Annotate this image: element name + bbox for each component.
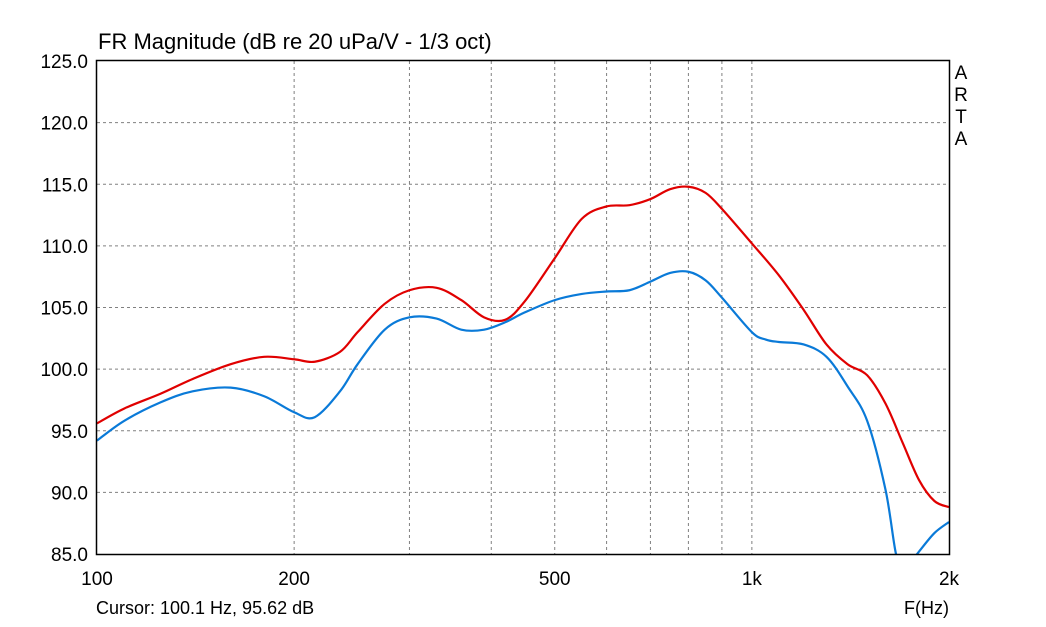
y-tick-label: 115.0 — [42, 175, 88, 196]
plot-frame — [95, 59, 951, 556]
y-axis-ticks: 125.0 120.0 115.0 110.0 105.0 100.0 95.0 90.0 85… — [40, 52, 88, 566]
x-tick-label: 500 — [539, 569, 571, 590]
grid-lines — [97, 61, 949, 554]
x-tick-label: 200 — [278, 569, 310, 590]
y-tick-label: 110.0 — [42, 237, 88, 258]
y-tick-label: 100.0 — [40, 360, 88, 381]
y-tick-label: 105.0 — [40, 299, 88, 320]
brand-letter: T — [955, 107, 967, 128]
brand-letter: A — [955, 129, 968, 150]
y-tick-label: 90.0 — [51, 483, 88, 504]
x-tick-label: 100 — [81, 569, 113, 590]
series-line-blue — [97, 270, 949, 554]
y-tick-label: 95.0 — [51, 422, 88, 443]
x-tick-label: 2k — [939, 569, 960, 590]
brand-letter: A — [955, 63, 968, 84]
x-tick-label: 1k — [742, 569, 763, 590]
y-tick-label: 85.0 — [51, 545, 88, 566]
plot-area — [97, 185, 949, 554]
chart-title: FR Magnitude (dB re 20 uPa/V - 1/3 oct) — [98, 29, 492, 54]
y-tick-label: 120.0 — [40, 114, 88, 135]
x-axis-ticks: 100 200 500 1k 2k — [81, 569, 959, 590]
brand-letter: R — [954, 85, 968, 106]
series-line-red — [97, 185, 949, 509]
x-axis-label: F(Hz) — [904, 598, 949, 618]
y-tick-label: 125.0 — [40, 52, 88, 73]
cursor-readout: Cursor: 100.1 Hz, 95.62 dB — [96, 598, 314, 618]
